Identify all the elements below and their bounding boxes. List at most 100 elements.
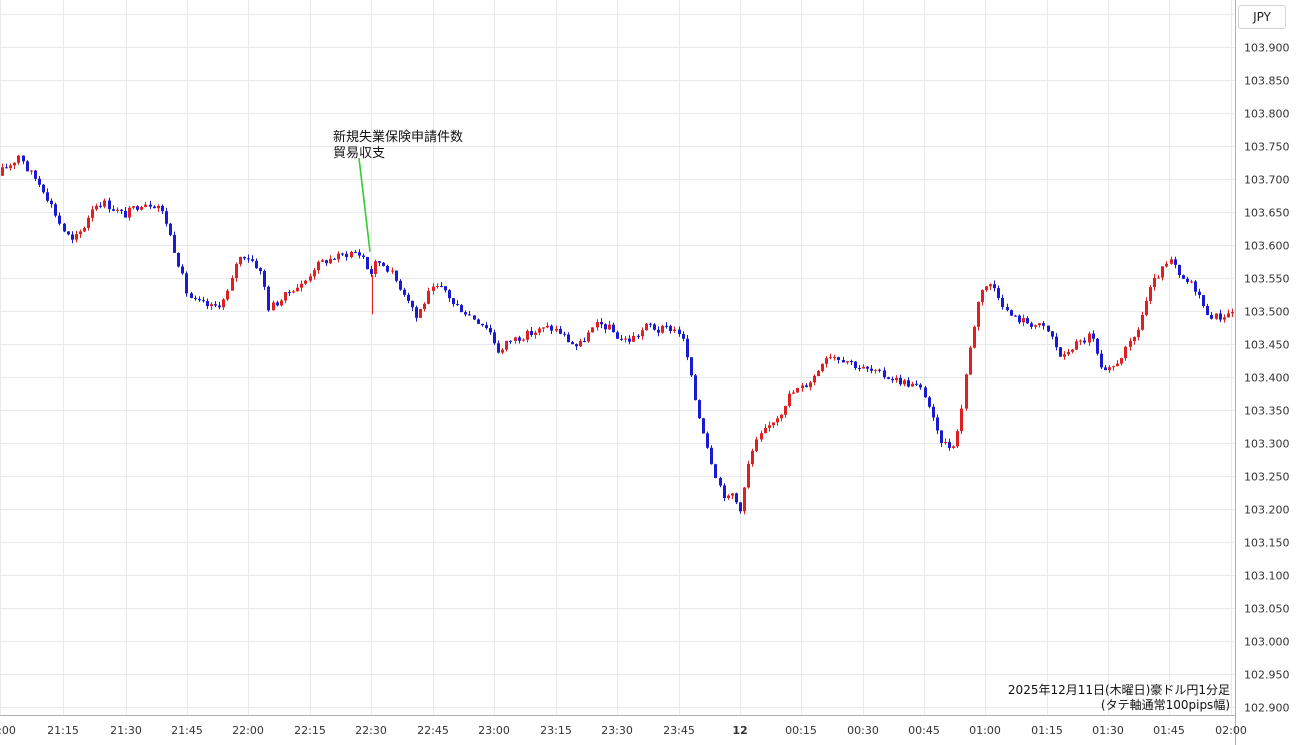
candle-body <box>423 303 426 310</box>
y-tick-label: 103.050 <box>1244 603 1290 616</box>
candle-body <box>386 265 389 272</box>
candle-body <box>1120 358 1123 364</box>
candle-body <box>468 314 471 316</box>
candle-body <box>792 392 795 394</box>
currency-selector[interactable]: JPY <box>1238 5 1286 29</box>
candle-body <box>1202 295 1205 307</box>
candle-body <box>801 385 804 389</box>
candle-body <box>1161 266 1164 278</box>
candle-body <box>751 450 754 464</box>
candle-body <box>563 333 566 335</box>
candle-body <box>304 280 307 284</box>
y-tick-label: 103.650 <box>1244 207 1290 220</box>
candle-body <box>661 325 664 333</box>
candle-body <box>546 325 549 328</box>
x-tick-label: 01:00 <box>969 724 1001 737</box>
candle-body <box>1170 259 1173 264</box>
candle-body <box>1198 291 1201 296</box>
candle-body <box>366 256 369 270</box>
x-tick-label: 23:15 <box>540 724 572 737</box>
candle-body <box>1051 331 1054 337</box>
candle-body <box>190 293 193 298</box>
candle-body <box>1108 367 1111 371</box>
candle-body <box>42 184 45 193</box>
candle-body <box>321 260 324 262</box>
candle-body <box>149 204 152 207</box>
candle-body <box>1223 317 1226 320</box>
candle-body <box>1145 300 1148 315</box>
candle-body <box>280 300 283 306</box>
candle-body <box>575 344 578 347</box>
candle-body <box>862 366 865 369</box>
candle-body <box>165 211 168 224</box>
candle-body <box>526 330 529 340</box>
candle-body <box>34 170 37 179</box>
candle-body <box>71 234 74 240</box>
candle-body <box>883 370 886 378</box>
candle-body <box>1083 340 1086 343</box>
candle-body <box>1124 346 1127 359</box>
candle-body <box>124 210 127 218</box>
candle-body <box>1104 367 1107 371</box>
candle-body <box>30 170 33 172</box>
candle-body <box>1182 275 1185 279</box>
candle-body <box>284 292 287 301</box>
candle-body <box>317 261 320 271</box>
candle-body <box>600 321 603 325</box>
candle-body <box>768 425 771 428</box>
y-tick-label: 103.600 <box>1244 240 1290 253</box>
candle-body <box>780 414 783 419</box>
candle-body <box>358 252 361 256</box>
candle-body <box>760 433 763 440</box>
candle-body <box>842 359 845 363</box>
candle-body <box>407 294 410 301</box>
candle-body <box>17 155 20 163</box>
candle-body <box>657 329 660 333</box>
candle-body <box>530 330 533 335</box>
x-tick-label: 02:00 <box>1215 724 1247 737</box>
candle-body <box>448 290 451 299</box>
y-tick-label: 102.900 <box>1244 702 1290 715</box>
candle-body <box>924 387 927 398</box>
x-tick-label: 21:30 <box>110 724 142 737</box>
candle-body <box>22 155 25 162</box>
candle-body <box>1129 341 1132 347</box>
candle-body <box>108 200 111 210</box>
candle-body <box>850 361 853 363</box>
candle-body <box>567 334 570 343</box>
candle-body <box>415 307 418 318</box>
candle-body <box>837 357 840 360</box>
candle-body <box>698 400 701 419</box>
candle-body <box>555 328 558 331</box>
candle-body <box>571 342 574 345</box>
candle-body <box>1071 349 1074 352</box>
candle-body <box>267 286 270 311</box>
candle-body <box>1063 354 1066 357</box>
candle-body <box>116 209 119 211</box>
candle-body <box>948 442 951 448</box>
candle-body <box>128 207 131 218</box>
candle-body <box>173 234 176 253</box>
candle-body <box>518 337 521 341</box>
candle-body <box>87 217 90 228</box>
candle-body <box>501 349 504 353</box>
candle-body <box>1149 287 1152 301</box>
candle-body <box>1190 281 1193 283</box>
y-tick-label: 102.950 <box>1244 669 1290 682</box>
x-tick-label: 22:15 <box>294 724 326 737</box>
candle-body <box>969 347 972 375</box>
candle-body <box>755 439 758 451</box>
candle-body <box>944 442 947 444</box>
candle-body <box>534 332 537 335</box>
candle-body <box>1075 341 1078 350</box>
candle-body <box>477 319 480 324</box>
candle-body <box>899 377 902 385</box>
candle-body <box>505 340 508 350</box>
y-tick-label: 103.800 <box>1244 108 1290 121</box>
y-tick-label: 103.150 <box>1244 537 1290 550</box>
candle-body <box>706 433 709 448</box>
chart-grid <box>0 0 1235 715</box>
candle-body <box>419 309 422 318</box>
y-tick-label: 103.000 <box>1244 636 1290 649</box>
candle-body <box>739 502 742 512</box>
